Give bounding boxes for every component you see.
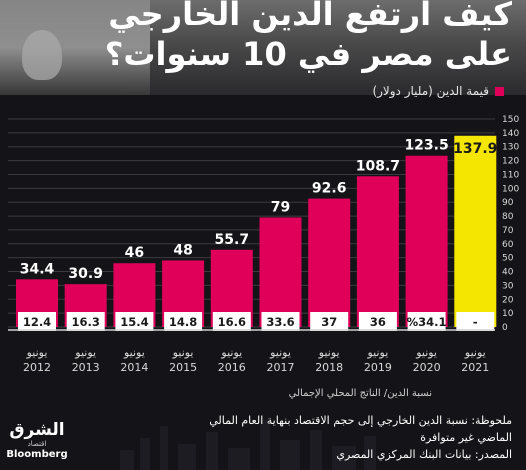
y-tick-label: 130 — [502, 143, 519, 153]
x-tick-month: يونيو — [366, 346, 388, 359]
x-tick-month: يونيو — [220, 346, 242, 359]
debt-bar-chart: 0 10 20 30 40 50 60 70 80 90 100 110 120 130 140 150 34.… — [8, 115, 519, 374]
eagle-emblem-icon — [22, 30, 62, 80]
y-tick-label: 140 — [502, 129, 519, 139]
y-tick-label: 120 — [502, 157, 519, 167]
x-tick-year: 2012 — [23, 361, 51, 374]
y-tick-label: 10 — [502, 309, 514, 319]
ratio-label: %34.1 — [407, 315, 447, 329]
bar — [356, 176, 399, 327]
x-tick-year: 2014 — [120, 361, 148, 374]
x-tick-year: 2019 — [364, 361, 392, 374]
value-label: 108.7 — [356, 158, 400, 174]
ratio-box — [18, 312, 56, 331]
legend-label: قيمة الدين (مليار دولار) — [372, 84, 489, 98]
legend-swatch — [495, 86, 504, 96]
x-tick-year: 2017 — [267, 361, 295, 374]
ratio-box — [310, 312, 349, 331]
x-tick-year: 2016 — [218, 361, 246, 374]
y-tick-label: 70 — [502, 226, 514, 236]
chart-title: كيف ارتفع الدين الخارجي على مصر في 10 سن… — [82, 0, 512, 74]
ratio-label: - — [473, 315, 478, 329]
ratio-box — [261, 312, 300, 331]
value-label: 48 — [173, 242, 192, 258]
legend: قيمة الدين (مليار دولار) — [372, 84, 504, 98]
value-label: 92.6 — [312, 181, 347, 197]
ratio-box — [66, 312, 105, 331]
ratio-box — [407, 312, 446, 331]
title-line-2: على مصر في 10 سنوات؟ — [104, 35, 512, 73]
ratio-label: 33.6 — [266, 315, 294, 329]
ratio-label: 12.4 — [23, 315, 51, 329]
value-label: 34.4 — [20, 261, 55, 277]
ratio-label: 16.3 — [72, 315, 100, 329]
value-label: 30.9 — [68, 266, 103, 282]
y-tick-label: 60 — [502, 240, 514, 250]
logo-partner: Bloomberg — [6, 449, 68, 460]
x-tick-year: 2015 — [169, 361, 197, 374]
ratio-label: 14.8 — [169, 315, 197, 329]
title-line-1: كيف ارتفع الدين الخارجي — [108, 0, 512, 33]
y-tick-label: 110 — [502, 170, 519, 180]
city-skyline-image — [120, 410, 380, 470]
x-tick-month: يونيو — [26, 346, 48, 359]
y-tick-label: 150 — [502, 115, 519, 125]
x-tick-year: 2021 — [461, 361, 489, 374]
x-tick-year: 2018 — [315, 361, 343, 374]
note-text: ملحوظة: نسبة الدين الخارجي إلى حجم الاقت… — [209, 414, 512, 444]
ratio-box — [212, 312, 251, 331]
value-label: 123.5 — [404, 138, 448, 154]
x-tick-month: يونيو — [123, 346, 145, 359]
y-tick-label: 30 — [502, 281, 514, 291]
x-tick-month: يونيو — [464, 346, 486, 359]
ratio-box — [358, 312, 397, 331]
value-label: 55.7 — [215, 232, 250, 248]
x-tick-month: يونيو — [74, 346, 96, 359]
value-label: 137.9 — [453, 141, 497, 157]
flag-image — [0, 0, 150, 95]
source-text: المصدر: بيانات البنك المركزي المصري — [336, 448, 512, 461]
y-tick-label: 80 — [502, 212, 514, 222]
ratio-box — [456, 312, 495, 331]
bar — [454, 135, 497, 327]
bar — [308, 198, 351, 327]
y-tick-label: 100 — [502, 184, 519, 194]
y-tick-label: 50 — [502, 254, 514, 264]
x-tick-year: 2020 — [413, 361, 441, 374]
ratio-box — [164, 312, 203, 331]
y-tick-label: 40 — [502, 268, 514, 278]
y-tick-label: 0 — [502, 323, 508, 333]
ratio-label: 37 — [321, 315, 337, 329]
ratio-axis-label: نسبة الدين/ الناتج المحلي الإجمالي — [288, 388, 432, 399]
value-label: 79 — [271, 199, 290, 215]
bar — [259, 217, 302, 327]
x-tick-year: 2013 — [72, 361, 100, 374]
ratio-label: 15.4 — [120, 315, 148, 329]
x-tick-month: يونيو — [269, 346, 291, 359]
ratio-box — [115, 312, 154, 331]
ratio-label: 36 — [370, 315, 386, 329]
logo-sub: اقتصاد — [27, 440, 47, 448]
value-label: 46 — [125, 245, 144, 261]
bar — [405, 155, 448, 327]
y-tick-label: 90 — [502, 198, 514, 208]
y-tick-label: 20 — [502, 295, 514, 305]
asharq-bloomberg-logo: الشرق اقتصاد Bloomberg — [6, 420, 68, 470]
x-tick-month: يونيو — [318, 346, 340, 359]
ratio-label: 16.6 — [218, 315, 246, 329]
footnotes: ملحوظة: نسبة الدين الخارجي إلى حجم الاقت… — [172, 412, 512, 463]
x-tick-month: يونيو — [172, 346, 194, 359]
logo-name: الشرق — [9, 420, 65, 440]
x-tick-month: يونيو — [415, 346, 437, 359]
